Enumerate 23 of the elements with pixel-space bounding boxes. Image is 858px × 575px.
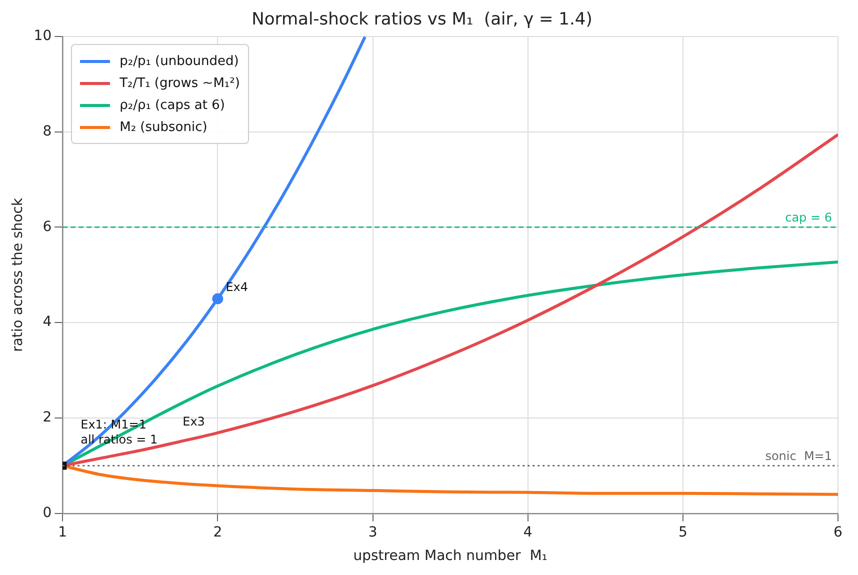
y-axis-title: ratio across the shock xyxy=(10,197,26,352)
x-tick-label: 4 xyxy=(523,524,532,540)
x-tick-label: 2 xyxy=(213,524,222,540)
legend-label: ρ₂/ρ₁ (caps at 6) xyxy=(120,98,225,113)
x-tick-label: 5 xyxy=(678,524,688,540)
annotation: Ex3 xyxy=(182,414,205,429)
y-tick-label: 2 xyxy=(42,410,52,426)
annotation: Ex4 xyxy=(226,280,248,294)
ref-line-label: sonic M=1 xyxy=(765,448,832,463)
y-tick-label: 10 xyxy=(34,28,52,44)
y-tick-label: 8 xyxy=(42,123,52,140)
legend-label: M₂ (subsonic) xyxy=(120,120,208,135)
legend-label: p₂/p₁ (unbounded) xyxy=(120,54,239,69)
chart-title: Normal-shock ratios vs M₁ (air, γ = 1.4) xyxy=(252,10,592,30)
legend-label: T₂/T₁ (grows ~M₁²) xyxy=(120,76,240,91)
ref-line-label: cap = 6 xyxy=(785,210,832,224)
y-tick-label: 0 xyxy=(42,505,52,522)
y-tick-label: 6 xyxy=(42,218,52,235)
y-tick-label: 4 xyxy=(42,314,52,330)
x-tick-label: 3 xyxy=(368,524,378,540)
x-tick-label: 1 xyxy=(58,524,68,540)
x-tick-label: 6 xyxy=(834,524,843,540)
x-axis-title: upstream Mach number M₁ xyxy=(353,548,548,564)
